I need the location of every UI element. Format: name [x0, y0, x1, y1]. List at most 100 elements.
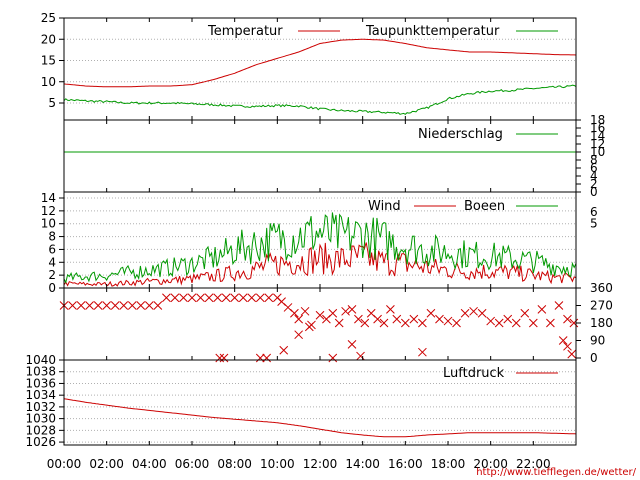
right-axis-label-wind: 5 — [590, 216, 598, 230]
y-tick-label-wind: 2 — [48, 268, 56, 282]
direction-point — [119, 301, 129, 310]
direction-point — [85, 301, 94, 310]
direction-point — [230, 293, 240, 303]
direction-point — [373, 314, 382, 324]
credit-link[interactable]: http://www.tiefflegen.de/wetter/ — [476, 467, 636, 478]
x-tick-label: 02:00 — [89, 457, 124, 471]
legend-label-pressure: Luftdruck — [443, 366, 505, 381]
direction-point — [546, 318, 555, 328]
y-tick-label-precipitation: 8 — [590, 153, 598, 167]
direction-point — [418, 347, 427, 357]
y-tick-label-precipitation: 12 — [590, 137, 605, 151]
direction-point — [477, 308, 487, 318]
direction-point — [215, 353, 225, 363]
direction-point — [102, 301, 112, 310]
x-tick-label: 06:00 — [175, 457, 210, 471]
direction-point — [528, 318, 538, 328]
x-tick-label: 12:00 — [303, 457, 338, 471]
series-line-wind-0 — [63, 242, 577, 287]
legend-label-wind: Boeen — [464, 199, 505, 214]
right-axis-label-wind: 6 — [590, 205, 598, 219]
direction-point — [110, 301, 120, 310]
direction-point — [569, 318, 579, 328]
y-tick-label-wind-direction: 0 — [590, 351, 598, 365]
direction-point — [554, 301, 564, 310]
direction-point — [443, 316, 453, 326]
direction-point — [520, 308, 530, 318]
direction-point — [486, 316, 496, 326]
y-tick-label-precipitation: 10 — [590, 145, 605, 159]
legend-label-temperature: Taupunkttemperatur — [365, 24, 500, 39]
x-tick-label: 16:00 — [388, 457, 423, 471]
y-tick-label-pressure: 1034 — [25, 388, 56, 402]
y-tick-label-temperature: 25 — [41, 11, 56, 25]
direction-point — [153, 301, 163, 310]
direction-point — [170, 293, 180, 303]
direction-point — [247, 293, 257, 303]
legend-label-wind: Wind — [368, 199, 401, 214]
direction-point — [328, 353, 338, 363]
direction-point — [187, 293, 197, 303]
y-tick-label-temperature: 10 — [41, 75, 56, 89]
direction-point — [219, 353, 229, 363]
direction-point — [144, 301, 154, 310]
direction-point — [238, 293, 248, 303]
series-layer — [59, 38, 579, 438]
direction-point — [347, 340, 357, 349]
y-tick-label-temperature: 5 — [48, 96, 56, 110]
direction-point — [93, 301, 103, 310]
direction-point — [418, 318, 427, 328]
x-tick-label: 08:00 — [217, 457, 252, 471]
direction-point — [328, 308, 338, 318]
x-tick-label: 04:00 — [132, 457, 167, 471]
direction-point — [392, 314, 402, 324]
y-tick-label-temperature: 15 — [41, 54, 56, 68]
y-tick-label-wind-direction: 360 — [590, 281, 613, 295]
x-tick-label: 18:00 — [431, 457, 466, 471]
direction-point — [356, 351, 365, 361]
direction-point — [511, 318, 521, 328]
direction-point — [460, 308, 470, 318]
y-tick-label-wind: 14 — [41, 191, 56, 205]
direction-point — [221, 293, 231, 303]
y-tick-label-wind: 6 — [48, 242, 56, 256]
y-tick-label-precipitation: 6 — [590, 161, 598, 175]
y-tick-label-wind-direction: 180 — [590, 316, 613, 330]
y-tick-label-precipitation: 16 — [590, 121, 605, 135]
y-tick-label-precipitation: 18 — [590, 113, 605, 127]
direction-point — [290, 308, 299, 318]
y-tick-label-pressure: 1030 — [25, 412, 56, 426]
legend-label-temperature: Temperatur — [207, 24, 283, 39]
direction-point — [558, 336, 568, 345]
direction-point — [262, 353, 272, 363]
direction-point — [334, 318, 344, 328]
direction-point — [294, 330, 304, 340]
direction-point — [469, 306, 478, 316]
y-tick-label-wind: 10 — [41, 217, 56, 231]
x-tick-label: 00:00 — [47, 457, 82, 471]
direction-point — [196, 293, 205, 303]
direction-point — [379, 318, 389, 328]
direction-point — [136, 301, 146, 310]
y-tick-label-pressure: 1026 — [25, 435, 56, 449]
direction-point — [162, 293, 171, 303]
series-line-wind-1 — [63, 212, 577, 284]
series-line-temperature-0 — [63, 38, 577, 88]
grid-layer — [64, 38, 576, 443]
y-tick-label-wind-direction: 270 — [590, 299, 613, 313]
direction-point — [354, 314, 363, 324]
direction-point — [494, 318, 504, 328]
y-tick-label-precipitation: 14 — [590, 129, 605, 143]
direction-point — [179, 293, 188, 303]
y-tick-label-precipitation: 0 — [590, 185, 598, 199]
y-tick-label-wind-direction: 90 — [590, 334, 605, 348]
direction-point — [347, 305, 357, 314]
series-line-pressure-0 — [63, 398, 577, 438]
x-tick-label: 14:00 — [345, 457, 380, 471]
y-tick-label-pressure: 1040 — [25, 353, 56, 367]
direction-point — [300, 306, 310, 316]
y-tick-label-pressure: 1036 — [25, 376, 56, 390]
direction-point — [204, 293, 214, 303]
